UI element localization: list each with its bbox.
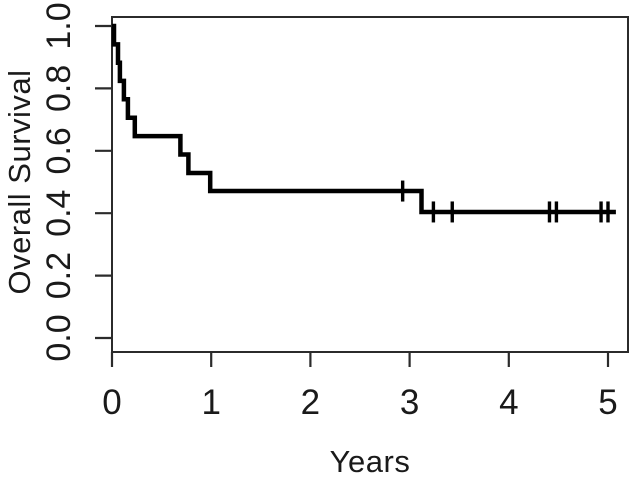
- y-tick-label: 0.6: [40, 127, 78, 174]
- x-tick-label: 0: [102, 383, 121, 422]
- y-tick-label: 0.2: [40, 252, 78, 299]
- x-tick-label: 5: [598, 383, 617, 422]
- plot-box: [111, 16, 629, 353]
- y-tick-label: 0.8: [40, 65, 78, 112]
- y-tick-label: 1.0: [40, 2, 78, 49]
- x-tick-label: 4: [499, 383, 518, 422]
- y-tick-label: 0.0: [40, 314, 78, 361]
- x-axis-title: Years: [329, 444, 411, 479]
- y-axis-title: Overall Survival: [2, 69, 37, 295]
- x-tick-label: 1: [201, 383, 220, 422]
- x-tick-label: 3: [400, 383, 419, 422]
- y-tick-label: 0.4: [40, 190, 78, 237]
- x-tick-label: 2: [301, 383, 320, 422]
- survival-step-curve: [111, 23, 616, 215]
